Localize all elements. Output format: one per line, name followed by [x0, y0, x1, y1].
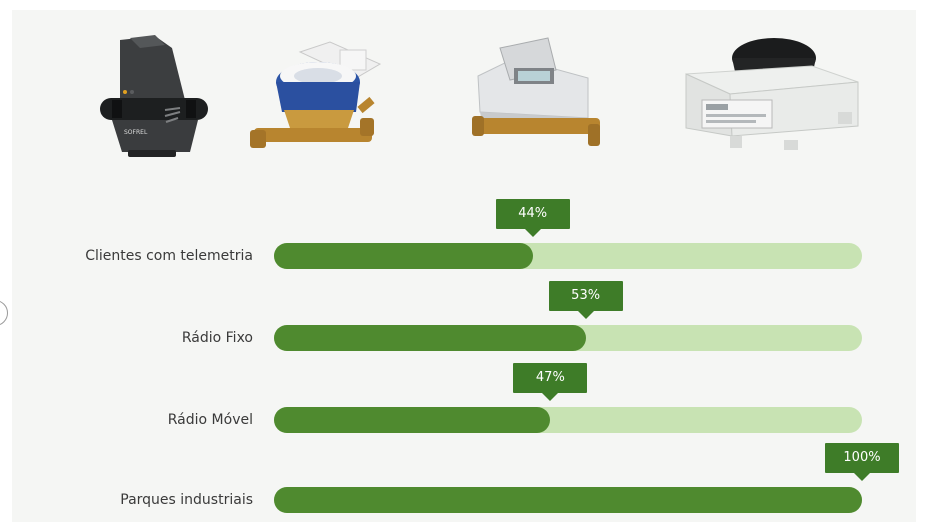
- value-label: 100%: [825, 443, 899, 481]
- category-label: Parques industriais: [120, 492, 253, 508]
- value-label: 47%: [513, 363, 588, 401]
- decorative-arc: [0, 300, 8, 326]
- category-label: Clientes com telemetria: [85, 248, 253, 264]
- bar-fill: [274, 407, 551, 433]
- water-meter-gray-icon: [472, 37, 600, 146]
- bar-track: [274, 325, 862, 351]
- bar-track: [274, 487, 862, 513]
- bar-fill: [274, 487, 862, 513]
- category-label: Rádio Móvel: [167, 412, 253, 428]
- value-label: 44%: [495, 199, 570, 237]
- value-label: 53%: [548, 281, 623, 319]
- radio-receiver-box-icon: [685, 38, 859, 150]
- bar-fill: [274, 243, 533, 269]
- bar-track: [274, 407, 862, 433]
- category-label: Rádio Fixo: [181, 330, 253, 346]
- water-meter-blue-icon: [250, 41, 382, 148]
- bar-fill: [274, 325, 586, 351]
- telemetry-logger-icon: SOFREL: [100, 35, 208, 157]
- bar-track: [274, 243, 862, 269]
- product-illustrations: SOFREL: [100, 35, 859, 157]
- logger-brand-label: SOFREL: [124, 129, 148, 136]
